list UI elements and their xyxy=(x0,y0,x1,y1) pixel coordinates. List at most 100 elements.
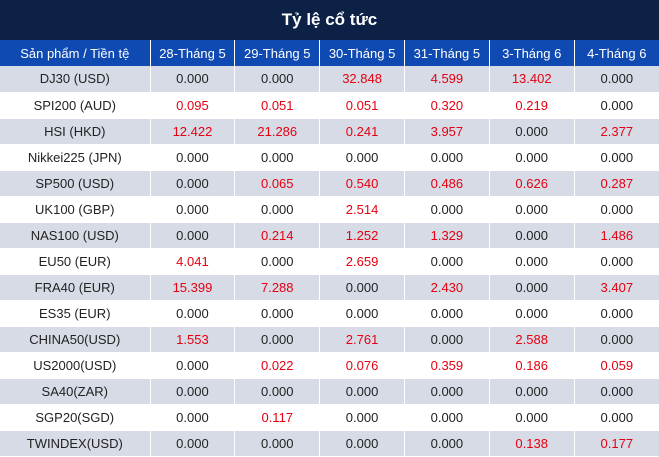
dividend-value-cell: 3.957 xyxy=(404,118,490,145)
dividend-value-cell: 0.000 xyxy=(574,92,659,119)
dividend-value-cell: 0.000 xyxy=(404,378,490,405)
dividend-value-cell: 0.000 xyxy=(234,144,321,171)
dividend-value-cell: 2.377 xyxy=(574,118,659,145)
dividend-value-cell: 0.000 xyxy=(489,300,575,327)
dividend-value-cell: 3.407 xyxy=(574,274,659,301)
dividend-value-cell: 0.359 xyxy=(404,352,490,379)
dividend-value-cell: 0.000 xyxy=(574,144,659,171)
dividend-value-cell: 1.252 xyxy=(319,222,405,249)
dividend-value-cell: 0.051 xyxy=(319,92,405,119)
dividend-value-cell: 0.000 xyxy=(319,378,405,405)
dividend-value-cell: 0.320 xyxy=(404,92,490,119)
product-cell: SPI200 (AUD) xyxy=(0,92,151,119)
table-row: EU50 (EUR) 4.041 0.000 2.659 0.000 0.000 0.000 xyxy=(0,248,659,275)
dividend-value-cell: 0.186 xyxy=(489,352,575,379)
dividend-value-cell: 0.000 xyxy=(150,66,236,93)
column-header-date: 4-Tháng 6 xyxy=(574,40,659,66)
dividend-value-cell: 0.000 xyxy=(150,378,236,405)
product-cell: SA40(ZAR) xyxy=(0,378,151,405)
table-row: SP500 (USD) 0.000 0.065 0.540 0.486 0.626 0.28… xyxy=(0,170,659,197)
table-row: UK100 (GBP) 0.000 0.000 2.514 0.000 0.000 0.00… xyxy=(0,196,659,223)
dividend-value-cell: 0.095 xyxy=(150,92,236,119)
product-cell: SP500 (USD) xyxy=(0,170,151,197)
dividend-value-cell: 0.241 xyxy=(319,118,405,145)
dividend-value-cell: 0.000 xyxy=(404,248,490,275)
dividend-value-cell: 0.000 xyxy=(404,404,490,431)
dividend-value-cell: 2.659 xyxy=(319,248,405,275)
dividend-value-cell: 0.000 xyxy=(234,430,321,457)
product-cell: DJ30 (USD) xyxy=(0,66,151,93)
table-title: Tỷ lệ cổ tức xyxy=(0,0,659,40)
dividend-value-cell: 0.138 xyxy=(489,430,575,457)
dividend-value-cell: 0.000 xyxy=(404,196,490,223)
product-cell: Nikkei225 (JPN) xyxy=(0,144,151,171)
dividend-value-cell: 0.000 xyxy=(404,430,490,457)
dividend-value-cell: 0.000 xyxy=(489,248,575,275)
column-header-date: 3-Tháng 6 xyxy=(489,40,575,66)
column-header-date: 31-Tháng 5 xyxy=(404,40,490,66)
dividend-value-cell: 2.430 xyxy=(404,274,490,301)
dividend-value-cell: 0.287 xyxy=(574,170,659,197)
table-row: CHINA50(USD) 1.553 0.000 2.761 0.000 2.588 0.0… xyxy=(0,326,659,353)
dividend-value-cell: 0.000 xyxy=(150,352,236,379)
product-cell: ES35 (EUR) xyxy=(0,300,151,327)
dividend-value-cell: 0.000 xyxy=(234,248,321,275)
header-row: Sản phẩm / Tiền tệ 28-Tháng 5 29-Tháng 5… xyxy=(0,40,659,66)
dividend-value-cell: 0.000 xyxy=(489,196,575,223)
dividend-value-cell: 21.286 xyxy=(234,118,321,145)
column-header-product: Sản phẩm / Tiền tệ xyxy=(0,40,151,66)
dividend-value-cell: 1.329 xyxy=(404,222,490,249)
product-cell: EU50 (EUR) xyxy=(0,248,151,275)
product-cell: HSI (HKD) xyxy=(0,118,151,145)
dividend-value-cell: 0.000 xyxy=(489,404,575,431)
dividend-value-cell: 0.000 xyxy=(489,222,575,249)
dividend-value-cell: 4.041 xyxy=(150,248,236,275)
dividend-value-cell: 0.000 xyxy=(489,274,575,301)
dividend-value-cell: 2.514 xyxy=(319,196,405,223)
dividend-value-cell: 0.000 xyxy=(150,300,236,327)
dividend-value-cell: 0.059 xyxy=(574,352,659,379)
dividend-value-cell: 2.761 xyxy=(319,326,405,353)
product-cell: TWINDEX(USD) xyxy=(0,430,151,457)
dividend-value-cell: 0.022 xyxy=(234,352,321,379)
dividend-value-cell: 0.214 xyxy=(234,222,321,249)
product-cell: UK100 (GBP) xyxy=(0,196,151,223)
table-row: SA40(ZAR) 0.000 0.000 0.000 0.000 0.000 0.000 xyxy=(0,378,659,405)
dividend-value-cell: 32.848 xyxy=(319,66,405,93)
dividend-value-cell: 7.288 xyxy=(234,274,321,301)
dividend-value-cell: 4.599 xyxy=(404,66,490,93)
dividend-table: Sản phẩm / Tiền tệ 28-Tháng 5 29-Tháng 5… xyxy=(0,40,659,457)
dividend-value-cell: 0.000 xyxy=(574,248,659,275)
table-row: ES35 (EUR) 0.000 0.000 0.000 0.000 0.000 0.000 xyxy=(0,300,659,327)
dividend-value-cell: 0.000 xyxy=(574,378,659,405)
table-row: HSI (HKD) 12.422 21.286 0.241 3.957 0.000 2.37… xyxy=(0,118,659,145)
table-row: Nikkei225 (JPN) 0.000 0.000 0.000 0.000 0.000… xyxy=(0,144,659,171)
dividend-value-cell: 0.000 xyxy=(150,170,236,197)
dividend-value-cell: 0.000 xyxy=(489,378,575,405)
table-row: US2000(USD) 0.000 0.022 0.076 0.359 0.186 0.05… xyxy=(0,352,659,379)
dividend-value-cell: 0.540 xyxy=(319,170,405,197)
dividend-value-cell: 0.000 xyxy=(150,144,236,171)
dividend-value-cell: 0.000 xyxy=(574,300,659,327)
dividend-value-cell: 0.000 xyxy=(150,404,236,431)
dividend-value-cell: 0.000 xyxy=(150,222,236,249)
table-body: DJ30 (USD) 0.000 0.000 32.848 4.599 13.402 0.0… xyxy=(0,66,659,457)
dividend-value-cell: 0.076 xyxy=(319,352,405,379)
dividend-value-cell: 0.000 xyxy=(150,430,236,457)
dividend-value-cell: 13.402 xyxy=(489,66,575,93)
table-row: DJ30 (USD) 0.000 0.000 32.848 4.599 13.402 0.0… xyxy=(0,66,659,93)
dividend-value-cell: 0.000 xyxy=(489,118,575,145)
dividend-value-cell: 0.219 xyxy=(489,92,575,119)
table-row: TWINDEX(USD) 0.000 0.000 0.000 0.000 0.138 0.1… xyxy=(0,430,659,457)
dividend-value-cell: 0.000 xyxy=(234,326,321,353)
table-row: SPI200 (AUD) 0.095 0.051 0.051 0.320 0.219 0.0… xyxy=(0,92,659,119)
table-row: FRA40 (EUR) 15.399 7.288 0.000 2.430 0.000 3.4… xyxy=(0,274,659,301)
column-header-date: 28-Tháng 5 xyxy=(150,40,236,66)
dividend-value-cell: 12.422 xyxy=(150,118,236,145)
table-row: SGP20(SGD) 0.000 0.117 0.000 0.000 0.000 0.000 xyxy=(0,404,659,431)
dividend-value-cell: 0.000 xyxy=(319,144,405,171)
dividend-value-cell: 0.000 xyxy=(234,300,321,327)
dividend-value-cell: 0.000 xyxy=(574,404,659,431)
dividend-value-cell: 1.553 xyxy=(150,326,236,353)
